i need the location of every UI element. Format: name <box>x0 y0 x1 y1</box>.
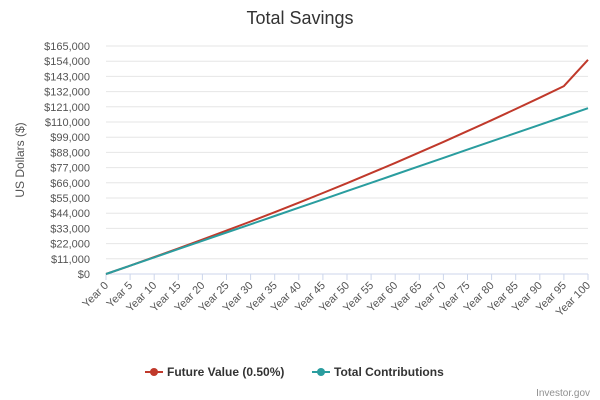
y-tick-label: $99,000 <box>50 132 90 144</box>
legend-label-total-contributions: Total Contributions <box>334 365 444 379</box>
y-tick-label: $0 <box>78 269 90 281</box>
y-tick-label: $22,000 <box>50 239 90 251</box>
y-tick-label: $121,000 <box>44 102 90 114</box>
legend-label-future-value: Future Value (0.50%) <box>167 365 284 379</box>
y-axis-ticks: $0 $11,000 $22,000 $33,000 $44,000 $55,000 $66… <box>44 41 90 281</box>
y-tick-label: $110,000 <box>45 117 90 129</box>
y-tick-label: $88,000 <box>50 147 90 159</box>
credit-link[interactable]: Investor.gov <box>536 388 590 399</box>
y-tick-label: $11,000 <box>51 254 90 266</box>
legend-marker-future-value <box>150 368 158 376</box>
y-tick-label: $77,000 <box>50 163 90 175</box>
y-tick-label: $55,000 <box>50 193 90 205</box>
series-line-total-contributions[interactable] <box>105 107 589 275</box>
y-tick-label: $66,000 <box>50 178 90 190</box>
legend-marker-total-contributions <box>317 368 325 376</box>
y-tick-label: $165,000 <box>44 41 90 53</box>
legend-item-future-value[interactable]: Future Value (0.50%) <box>145 365 284 379</box>
y-tick-label: $132,000 <box>44 87 90 99</box>
chart-title: Total Savings <box>246 8 353 28</box>
legend-item-total-contributions[interactable]: Total Contributions <box>312 365 444 379</box>
y-tick-label: $44,000 <box>50 208 90 220</box>
y-tick-label: $33,000 <box>50 223 90 235</box>
series-lines <box>105 59 589 275</box>
grid-lines <box>106 45 588 275</box>
x-tick-label: Year 0 <box>80 280 111 311</box>
y-tick-label: $154,000 <box>44 56 90 68</box>
y-axis-label: US Dollars ($) <box>13 122 27 197</box>
y-tick-label: $143,000 <box>44 71 90 83</box>
legend: Future Value (0.50%) Total Contributions <box>145 365 444 379</box>
